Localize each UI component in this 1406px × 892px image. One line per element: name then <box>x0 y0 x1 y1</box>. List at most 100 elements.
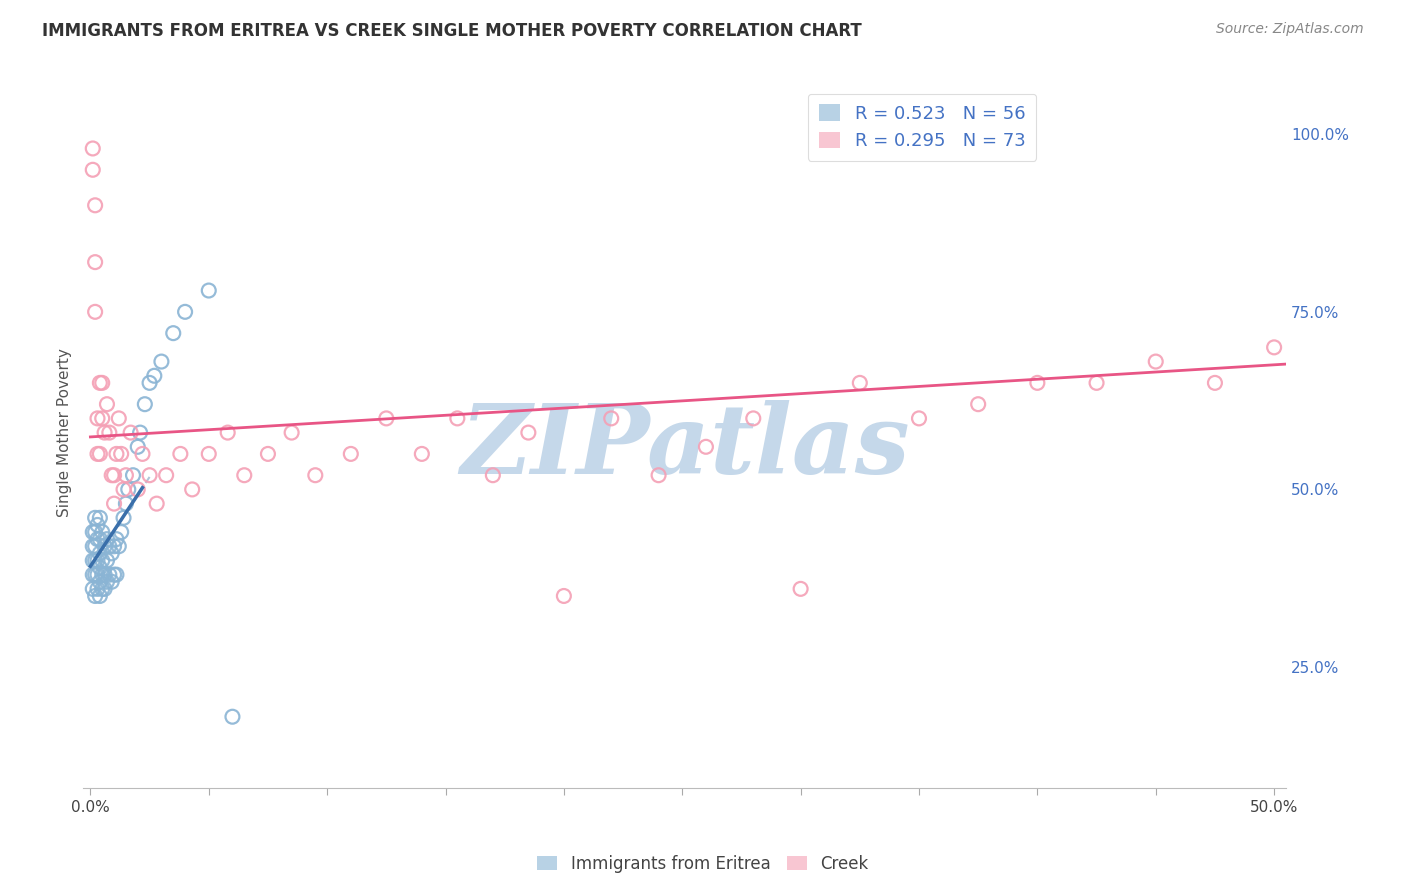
Point <box>89 376 111 390</box>
Point <box>105 567 128 582</box>
Point <box>86 447 108 461</box>
Point <box>89 589 111 603</box>
Point <box>143 368 166 383</box>
Point <box>127 483 149 497</box>
Point <box>100 546 122 560</box>
Point <box>84 589 107 603</box>
Y-axis label: Single Mother Poverty: Single Mother Poverty <box>58 348 72 517</box>
Point <box>96 553 118 567</box>
Point <box>93 539 115 553</box>
Point <box>217 425 239 440</box>
Legend: R = 0.523   N = 56, R = 0.295   N = 73: R = 0.523 N = 56, R = 0.295 N = 73 <box>808 94 1036 161</box>
Point <box>84 524 107 539</box>
Point <box>967 397 990 411</box>
Point <box>86 553 108 567</box>
Point <box>553 589 575 603</box>
Point <box>89 447 111 461</box>
Point <box>86 567 108 582</box>
Point <box>84 567 107 582</box>
Point <box>93 567 115 582</box>
Point <box>1263 340 1285 354</box>
Point <box>181 483 204 497</box>
Point <box>174 305 197 319</box>
Point <box>98 539 121 553</box>
Point <box>115 468 138 483</box>
Point <box>82 539 104 553</box>
Point <box>84 198 107 212</box>
Point <box>96 397 118 411</box>
Text: IMMIGRANTS FROM ERITREA VS CREEK SINGLE MOTHER POVERTY CORRELATION CHART: IMMIGRANTS FROM ERITREA VS CREEK SINGLE … <box>42 22 862 40</box>
Point <box>411 447 433 461</box>
Point <box>107 539 129 553</box>
Point <box>110 447 132 461</box>
Point <box>446 411 468 425</box>
Point <box>100 574 122 589</box>
Point <box>155 468 177 483</box>
Point <box>482 468 505 483</box>
Point <box>91 582 114 596</box>
Point <box>84 539 107 553</box>
Point <box>86 411 108 425</box>
Point <box>100 468 122 483</box>
Point <box>197 447 219 461</box>
Point <box>1310 376 1333 390</box>
Point <box>89 574 111 589</box>
Point <box>89 511 111 525</box>
Point <box>105 532 128 546</box>
Text: ZIPatlas: ZIPatlas <box>460 400 910 494</box>
Point <box>89 546 111 560</box>
Point <box>131 447 153 461</box>
Point <box>93 582 115 596</box>
Point <box>1358 354 1381 368</box>
Point <box>197 284 219 298</box>
Point <box>162 326 184 340</box>
Point <box>340 447 363 461</box>
Point <box>91 376 114 390</box>
Point <box>82 567 104 582</box>
Point <box>82 582 104 596</box>
Point <box>103 567 125 582</box>
Point <box>849 376 872 390</box>
Point <box>138 468 160 483</box>
Point <box>93 425 115 440</box>
Point <box>103 539 125 553</box>
Point <box>89 560 111 574</box>
Point <box>84 511 107 525</box>
Point <box>145 497 167 511</box>
Point <box>112 483 135 497</box>
Point <box>91 524 114 539</box>
Point <box>908 411 931 425</box>
Point <box>96 574 118 589</box>
Point <box>110 524 132 539</box>
Text: Source: ZipAtlas.com: Source: ZipAtlas.com <box>1216 22 1364 37</box>
Legend: Immigrants from Eritrea, Creek: Immigrants from Eritrea, Creek <box>530 848 876 880</box>
Point <box>98 567 121 582</box>
Point <box>1204 376 1226 390</box>
Point <box>91 567 114 582</box>
Point <box>91 411 114 425</box>
Point <box>89 532 111 546</box>
Point <box>122 468 145 483</box>
Point <box>1085 376 1108 390</box>
Point <box>221 710 243 724</box>
Point <box>105 447 128 461</box>
Point <box>129 425 152 440</box>
Point <box>112 511 135 525</box>
Point <box>86 582 108 596</box>
Point <box>375 411 398 425</box>
Point <box>257 447 280 461</box>
Point <box>96 532 118 546</box>
Point <box>84 553 107 567</box>
Point <box>600 411 623 425</box>
Point <box>86 517 108 532</box>
Point <box>1026 376 1049 390</box>
Point <box>517 425 540 440</box>
Point <box>138 376 160 390</box>
Point <box>82 162 104 177</box>
Point <box>107 411 129 425</box>
Point <box>98 425 121 440</box>
Point <box>120 425 142 440</box>
Point <box>84 255 107 269</box>
Point <box>742 411 765 425</box>
Point <box>695 440 717 454</box>
